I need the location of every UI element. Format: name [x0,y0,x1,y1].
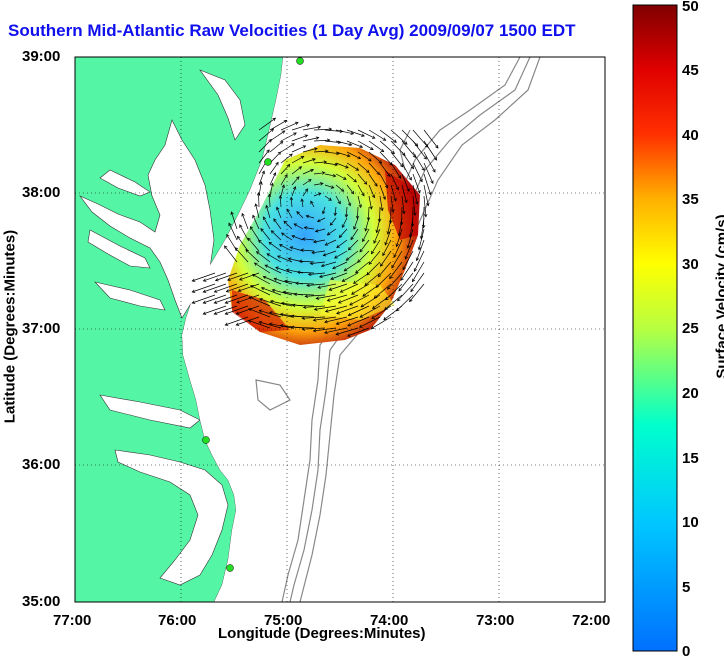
y-axis-label: Latitude (Degrees:Minutes) [2,222,19,432]
colorbar-tick-label: 25 [682,320,699,337]
colorbar-tick-label: 10 [682,514,699,531]
colorbar-tick-label: 15 [682,450,699,467]
x-tick-label: 76:00 [158,612,196,629]
y-tick-label: 37:00 [22,320,60,337]
y-tick-label: 38:00 [22,184,60,201]
velocity-arrow [259,193,260,207]
colorbar [633,5,677,651]
x-axis-label: Longitude (Degrees:Minutes) [218,625,426,642]
colorbar-tick-label: 30 [682,256,699,273]
colorbar-tick-label: 0 [682,643,690,660]
y-tick-label: 35:00 [22,593,60,610]
colorbar-tick-label: 20 [682,385,699,402]
y-tick-label: 39:00 [22,48,60,65]
colorbar-tick-label: 40 [682,127,699,144]
colorbar-tick-label: 35 [682,191,699,208]
colorbar-tick-label: 5 [682,579,690,596]
x-tick-label: 77:00 [53,612,91,629]
colorbar-tick-label: 45 [682,62,699,79]
y-tick-label: 36:00 [22,456,60,473]
colorbar-label: Surface Velocity (cm/s) [714,197,724,397]
colorbar-tick-label: 50 [682,0,699,15]
x-tick-label: 73:00 [476,612,514,629]
x-tick-label: 72:00 [572,612,610,629]
